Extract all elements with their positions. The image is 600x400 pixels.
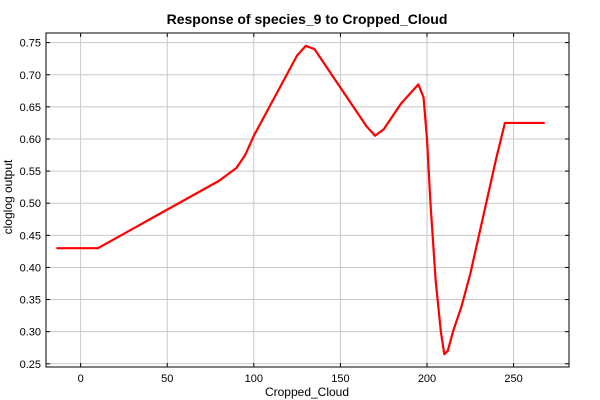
y-axis-label: cloglog output bbox=[1, 159, 15, 234]
y-tick-label: 0.40 bbox=[20, 262, 41, 274]
y-axis-ticks: 0.25 0.30 0.35 0.40 0.45 0.50 0.55 0.60 0.65 0.70… bbox=[20, 38, 569, 371]
x-tick-label: 200 bbox=[418, 373, 436, 385]
y-tick-label: 0.25 bbox=[20, 359, 41, 371]
horizontal-gridlines bbox=[46, 42, 569, 365]
chart-title: Response of species_9 to Cropped_Cloud bbox=[167, 11, 448, 27]
y-tick-label: 0.45 bbox=[20, 230, 41, 242]
vertical-gridlines bbox=[80, 33, 515, 367]
y-tick-label: 0.65 bbox=[20, 102, 41, 114]
plot-frame bbox=[45, 32, 570, 368]
x-tick-label: 250 bbox=[504, 373, 522, 385]
y-tick-label: 0.60 bbox=[20, 134, 41, 146]
series-line bbox=[56, 44, 545, 356]
y-tick-label: 0.30 bbox=[20, 327, 41, 339]
y-tick-label: 0.35 bbox=[20, 295, 41, 307]
x-axis-ticks: 0 50 100 150 200 250 bbox=[78, 33, 523, 385]
x-tick-label: 0 bbox=[78, 373, 84, 385]
y-tick-label: 0.55 bbox=[20, 166, 41, 178]
y-tick-label: 0.50 bbox=[20, 198, 41, 210]
y-tick-label: 0.70 bbox=[20, 70, 41, 82]
y-tick-label: 0.75 bbox=[20, 38, 41, 50]
x-tick-label: 100 bbox=[245, 373, 263, 385]
x-tick-label: 50 bbox=[161, 373, 173, 385]
x-tick-label: 150 bbox=[331, 373, 349, 385]
x-axis-label: Cropped_Cloud bbox=[265, 385, 349, 399]
